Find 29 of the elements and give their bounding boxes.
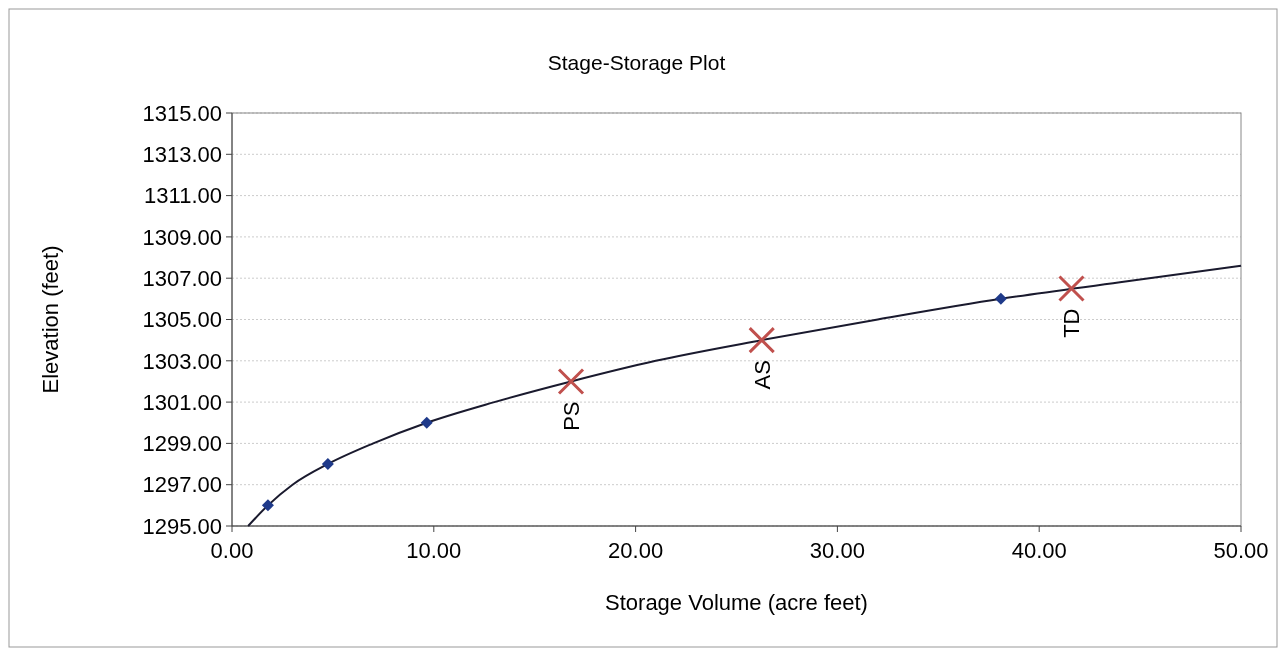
point (994, 292, 1007, 305)
y-tick-label: 1301.00 (142, 389, 222, 415)
y-tick-label: 1309.00 (142, 224, 222, 250)
x-tick-label: 0.00 (210, 538, 254, 563)
x-axis-title: Storage Volume (acre feet) (605, 590, 868, 615)
y-tick-label: 1297.00 (142, 472, 222, 498)
point (261, 499, 274, 512)
x-tick-label: 50.00 (1213, 538, 1269, 563)
y-tick-label: 1307.00 (142, 265, 222, 291)
chart-title: Stage-Storage Plot (547, 51, 726, 74)
y-tick-label: 1315.00 (142, 100, 222, 126)
x-tick-label: 10.00 (406, 538, 462, 563)
x-tick-label: 30.00 (809, 538, 865, 563)
y-tick-label: 1303.00 (142, 348, 222, 374)
data-label: PS (559, 401, 585, 431)
y-tick-label: 1311.00 (144, 183, 222, 209)
point (420, 416, 433, 429)
point (321, 458, 334, 471)
y-tick-label: 1295.00 (142, 513, 222, 539)
x-tick-label: 40.00 (1011, 538, 1067, 563)
point (1057, 275, 1085, 303)
data-label: AS (749, 360, 775, 390)
y-tick-label: 1305.00 (142, 307, 222, 333)
x-tick-label: 20.00 (608, 538, 664, 563)
y-axis-title: Elevation (feet) (38, 245, 63, 394)
y-tick-label: 1299.00 (142, 431, 222, 457)
line-series (247, 264, 1242, 527)
data-label: TD (1059, 308, 1085, 338)
y-tick-label: 1313.00 (142, 142, 222, 167)
